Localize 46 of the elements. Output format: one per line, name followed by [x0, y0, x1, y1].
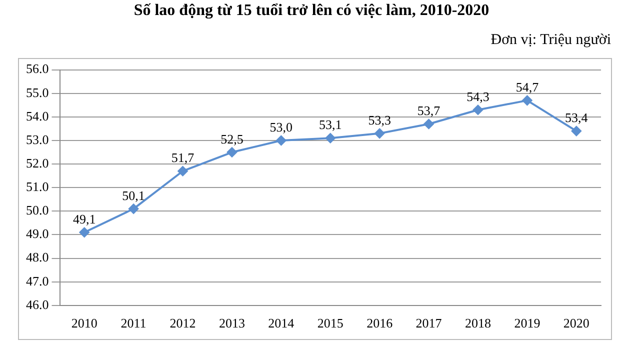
point [374, 128, 385, 138]
y-tick-label: 47.0 [26, 273, 49, 288]
x-tick-label: 2012 [170, 316, 196, 331]
y-tick-label: 55.0 [26, 84, 49, 100]
data-label: 52,5 [220, 131, 244, 146]
y-tick-label: 50.0 [26, 202, 49, 218]
y-tick-label: 53.0 [26, 132, 49, 147]
data-label: 53,1 [319, 117, 342, 132]
point [178, 166, 188, 176]
y-tick-label: 51.0 [26, 179, 49, 194]
chart-title: Số lao động từ 15 tuổi trở lên có việc làm, 2010-2020 [132, 2, 490, 20]
y-tick-label: 48.0 [26, 250, 49, 265]
x-tick-label: 2010 [71, 316, 98, 331]
x-tick-label: 2015 [317, 316, 344, 331]
point [128, 204, 139, 214]
data-label: 53,0 [270, 119, 293, 134]
x-tick-label: 2011 [120, 316, 146, 331]
data-label: 50,1 [122, 188, 145, 203]
x-tick-label: 2014 [268, 316, 295, 331]
point [226, 147, 237, 158]
y-tick-label: 56.0 [26, 61, 49, 76]
x-tick-label: 2013 [218, 316, 245, 331]
text: Đơn vị: Triệu người [490, 32, 611, 49]
y-tick-label: 52.0 [26, 155, 49, 170]
data-label: 53,4 [565, 110, 588, 126]
data-label: 54,3 [466, 88, 490, 104]
data-label: 51,7 [171, 150, 195, 166]
y-tick-label: 46.0 [26, 296, 49, 312]
point [472, 104, 483, 115]
y-tick-label: 54.0 [26, 108, 49, 124]
x-tick-label: 2017 [416, 316, 442, 331]
point [424, 118, 434, 129]
point [522, 95, 532, 106]
point [79, 227, 90, 238]
y-tick-label: 49.0 [26, 226, 49, 242]
data-label: 49,1 [72, 211, 96, 226]
point [276, 135, 286, 146]
data-label: 54,7 [516, 79, 540, 94]
point [325, 133, 336, 144]
data-label: 53,7 [417, 102, 441, 118]
data-label: 53,3 [368, 112, 391, 128]
point [571, 126, 582, 136]
x-tick-label: 2020 [563, 316, 590, 331]
x-tick-label: 2018 [464, 316, 491, 331]
x-tick-label: 2019 [514, 316, 540, 331]
x-tick-label: 2016 [366, 316, 394, 331]
